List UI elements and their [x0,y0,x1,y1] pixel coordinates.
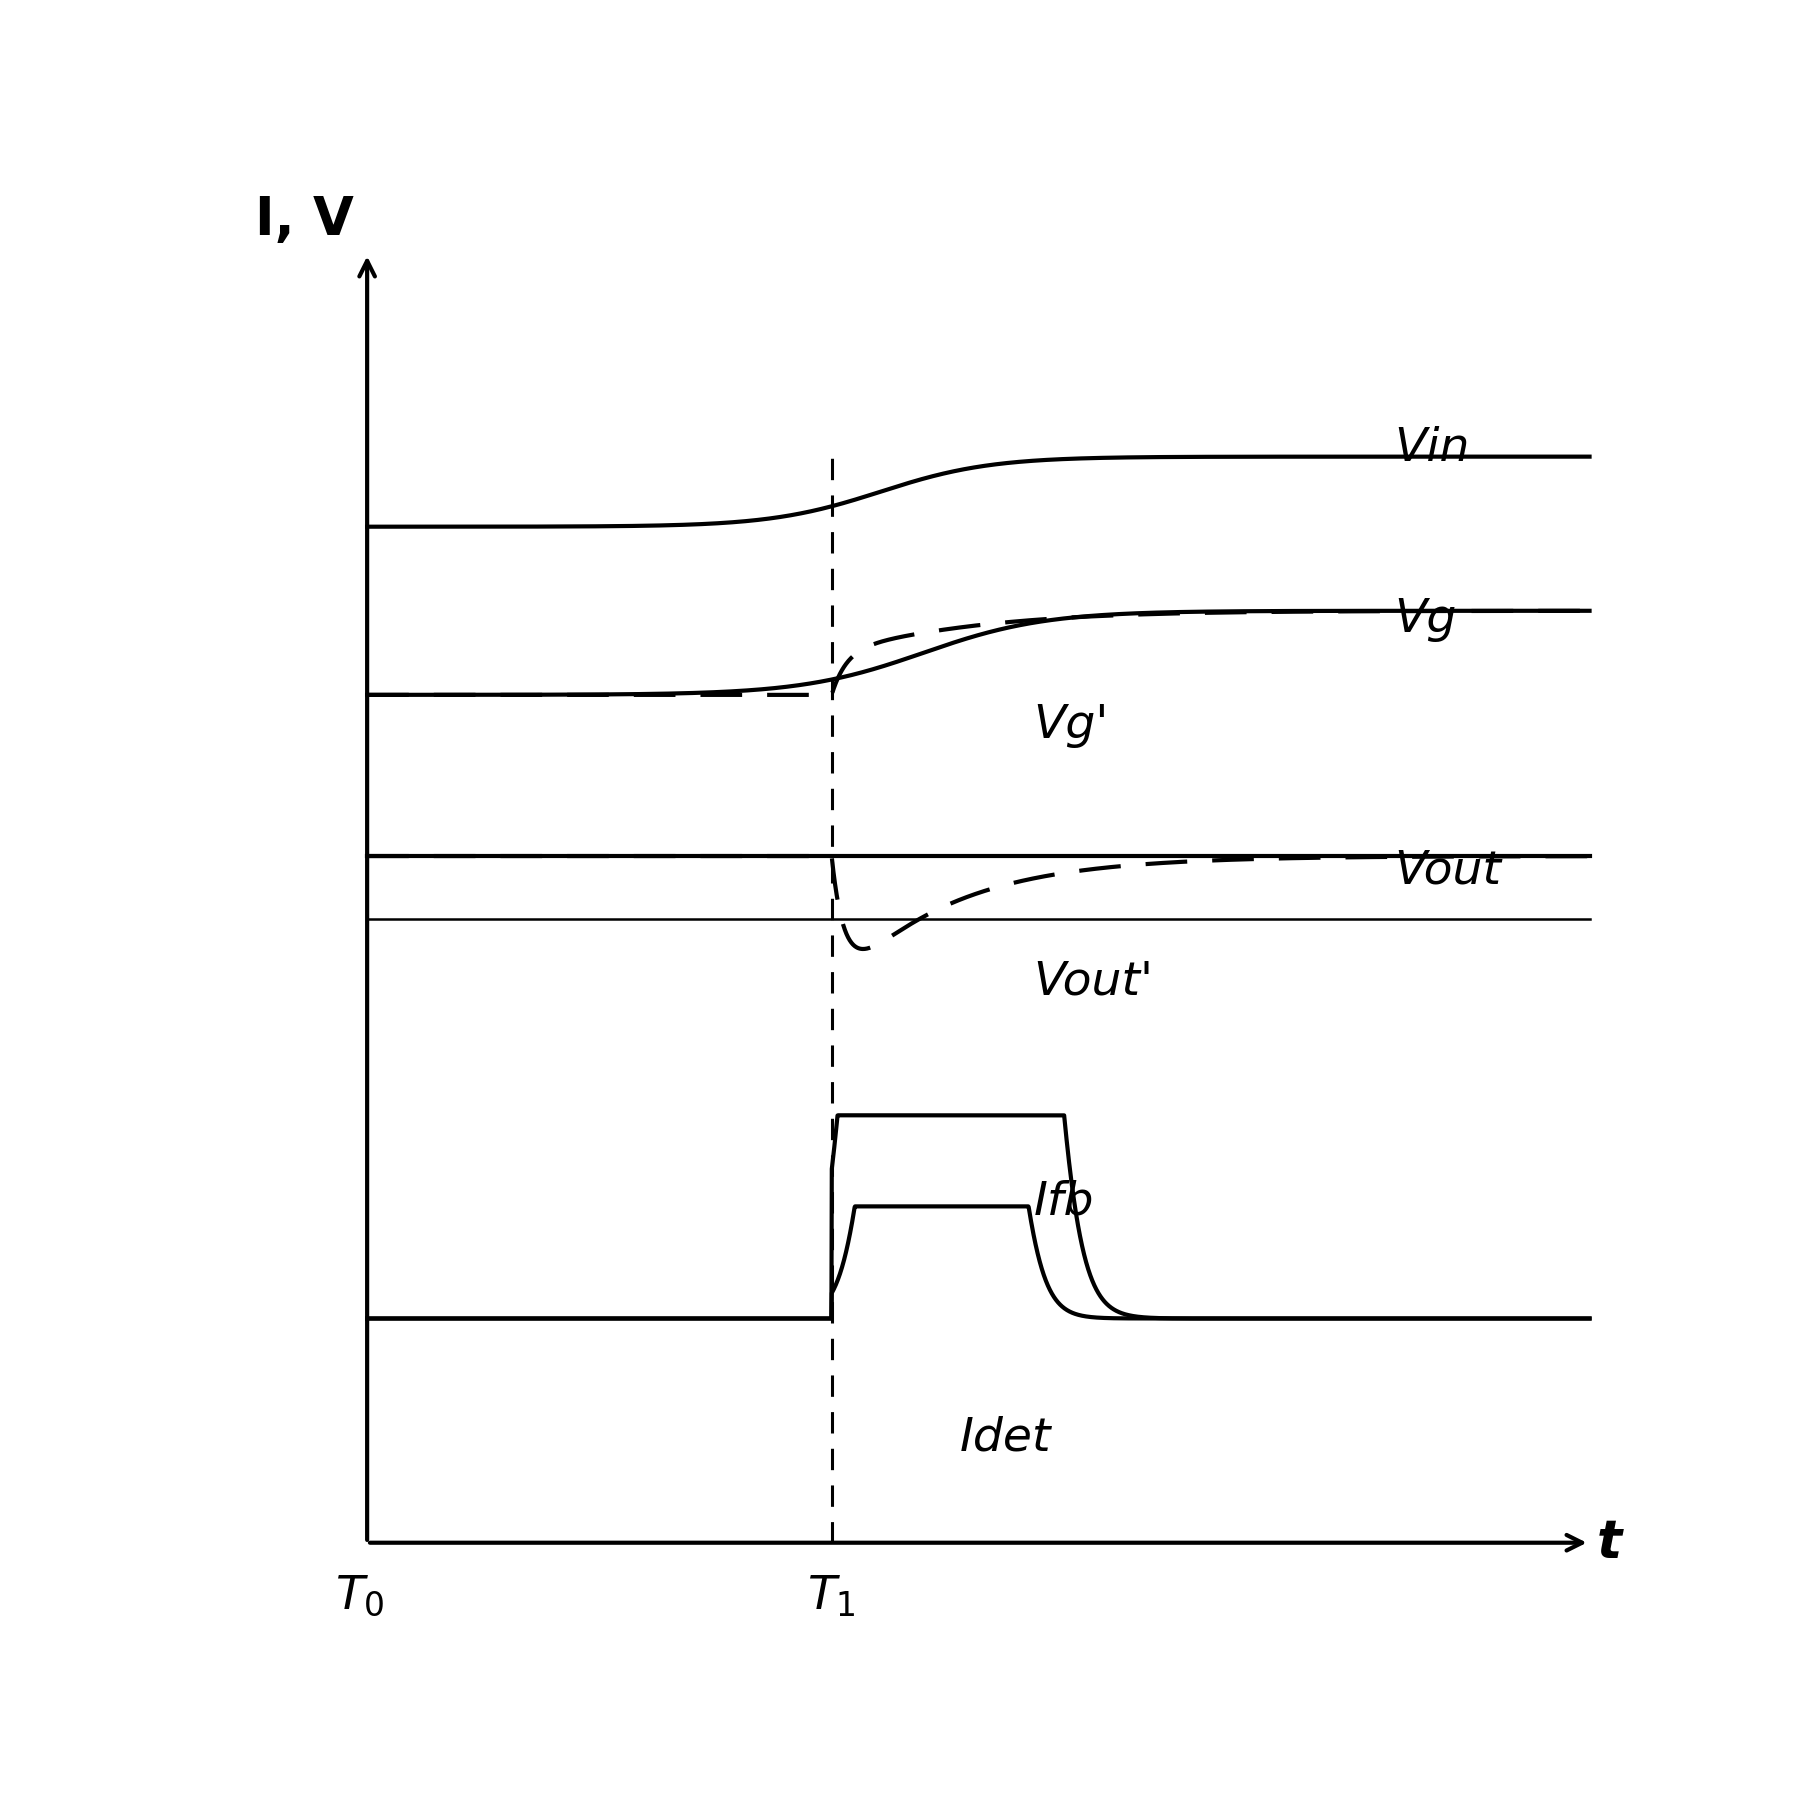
Text: Vout: Vout [1394,848,1501,894]
Text: $T_1$: $T_1$ [807,1574,856,1620]
Text: Ifb: Ifb [1033,1179,1093,1225]
Text: t: t [1597,1516,1623,1569]
Text: Vin: Vin [1394,426,1470,471]
Text: Vout': Vout' [1033,959,1153,1005]
Text: $T_0$: $T_0$ [335,1574,384,1618]
Text: Vg': Vg' [1033,703,1110,748]
Text: Idet: Idet [961,1416,1052,1460]
Text: Vg: Vg [1394,597,1456,642]
Text: I, V: I, V [254,195,354,246]
